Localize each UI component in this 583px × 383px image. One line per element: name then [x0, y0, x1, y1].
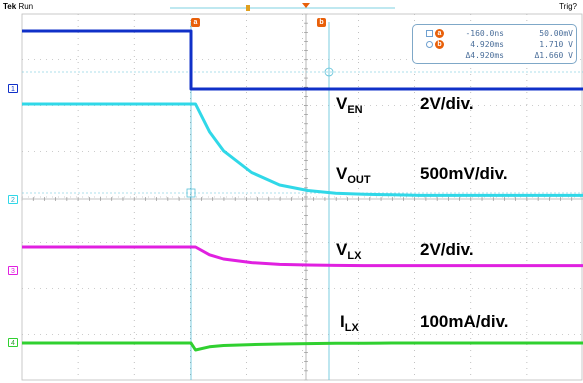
brand-label: Tek — [3, 2, 17, 11]
cursor-a-value: 50.00mV — [539, 29, 573, 38]
cursor-a-square-icon — [186, 188, 196, 198]
waveform-v-out — [22, 102, 583, 197]
horizontal-position-marker — [246, 5, 250, 11]
cursor-a-time: -160.0ns — [465, 29, 504, 38]
scale-label-ch4: 100mA/div. — [420, 312, 509, 331]
readout-row-b: b 4.920ms 1.710 V — [413, 39, 576, 50]
scale-label-ch1: 2V/div. — [420, 94, 474, 113]
delta-time: Δ4.920ms — [465, 51, 504, 60]
waveform-i-lx — [22, 341, 583, 352]
waveform-v-en — [22, 29, 583, 91]
cursor-b-time: 4.920ms — [470, 40, 504, 49]
trigger-status: Trig? — [559, 2, 577, 11]
cursor-b-marker[interactable]: b — [317, 18, 326, 27]
channel-3-marker[interactable]: 3 — [8, 266, 18, 275]
signal-label-ilx: ILX — [340, 312, 359, 334]
scope-header: Tek Run — [3, 0, 33, 14]
cursor-a-badge: a — [435, 29, 444, 38]
cursor-b-value: 1.710 V — [539, 40, 573, 49]
square-icon — [426, 30, 433, 37]
channel-2-marker[interactable]: 2 — [8, 195, 18, 204]
cursor-a-marker[interactable]: a — [191, 18, 200, 27]
graticule-frame — [21, 13, 583, 381]
run-state: Run — [18, 2, 34, 11]
readout-row-delta: Δ4.920ms Δ1.660 V — [413, 50, 576, 61]
channel-4-marker[interactable]: 4 — [8, 338, 18, 347]
cursor-readout-panel: a -160.0ns 50.00mV b 4.920ms 1.710 V Δ4.… — [412, 24, 577, 64]
signal-label-vout: VOUT — [336, 164, 371, 186]
scale-label-ch3: 2V/div. — [420, 240, 474, 259]
trigger-position-icon — [302, 3, 310, 8]
scale-label-ch2: 500mV/div. — [420, 164, 508, 183]
signal-label-vlx: VLX — [336, 240, 362, 262]
signal-label-ven: VEN — [336, 94, 363, 116]
circle-icon — [426, 41, 433, 48]
delta-value: Δ1.660 V — [534, 51, 573, 60]
readout-row-a: a -160.0ns 50.00mV — [413, 28, 576, 39]
cursor-b-badge: b — [435, 40, 444, 49]
channel-1-marker[interactable]: 1 — [8, 84, 18, 93]
cursor-b-circle-icon — [324, 67, 334, 77]
waveform-v-lx — [22, 245, 583, 268]
